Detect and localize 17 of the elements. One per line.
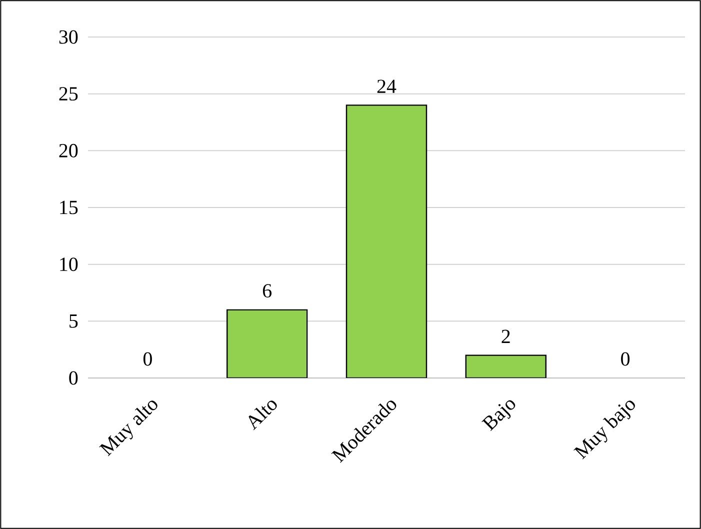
data-label: 0: [621, 352, 630, 366]
y-tick-label: 0: [69, 371, 78, 385]
y-tick-label: 5: [70, 314, 78, 328]
y-tick-label: 10: [60, 258, 78, 272]
x-tick-label: Muy bajo: [574, 400, 635, 460]
data-label: 0: [143, 352, 152, 366]
x-tick-label: Alto: [248, 400, 277, 430]
y-tick-label: 30: [59, 30, 78, 44]
x-tick-label: Muy alto: [99, 400, 158, 456]
x-tick-label: Bajo: [482, 400, 516, 432]
y-tick-label: 25: [59, 87, 78, 101]
data-label: 6: [262, 284, 272, 298]
data-label: 24: [377, 80, 396, 93]
data-label: 2: [502, 330, 510, 343]
bar: [226, 309, 308, 378]
y-tick-label: 20: [59, 144, 78, 158]
y-tick-label: 15: [60, 200, 78, 214]
